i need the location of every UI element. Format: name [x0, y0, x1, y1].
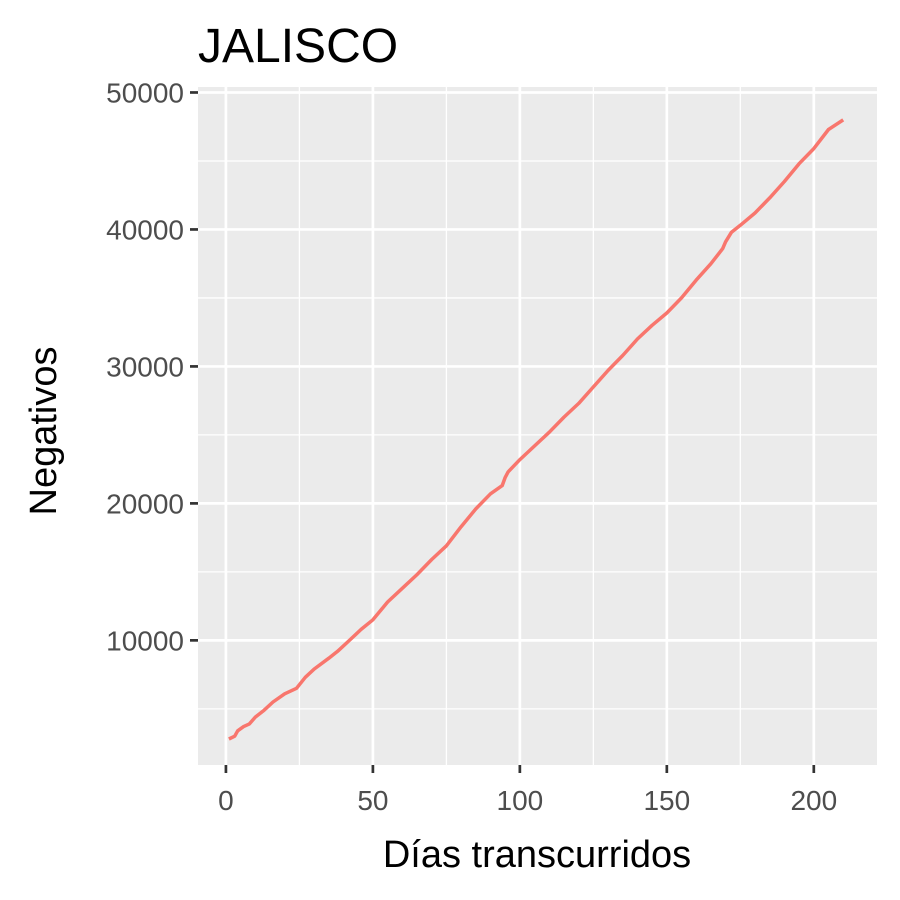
- x-tick-label: 0: [218, 785, 234, 816]
- y-tick-label: 30000: [106, 351, 184, 382]
- series-line-0: [228, 118, 845, 741]
- y-axis-title: Negativos: [23, 347, 65, 516]
- x-axis-title: Días transcurridos: [383, 834, 691, 876]
- x-tick-label: 50: [357, 785, 388, 816]
- x-tick-label: 100: [497, 785, 544, 816]
- plot-background: [198, 87, 877, 765]
- y-tick-label: 20000: [106, 488, 184, 519]
- axis-ticks: [190, 91, 816, 773]
- y-tick-label: 50000: [106, 77, 184, 108]
- chart-title: JALISCO: [198, 20, 398, 73]
- x-tick-label: 200: [790, 785, 837, 816]
- y-tick-label: 10000: [106, 625, 184, 656]
- major-gridlines: [198, 87, 877, 765]
- y-tick-label: 40000: [106, 214, 184, 245]
- series-layer: [228, 118, 845, 741]
- axis-tick-labels: 0 50 100 150 200 10000 20000 30000 40000 50000: [106, 77, 837, 816]
- minor-gridlines: [198, 87, 877, 765]
- x-tick-label: 150: [643, 785, 690, 816]
